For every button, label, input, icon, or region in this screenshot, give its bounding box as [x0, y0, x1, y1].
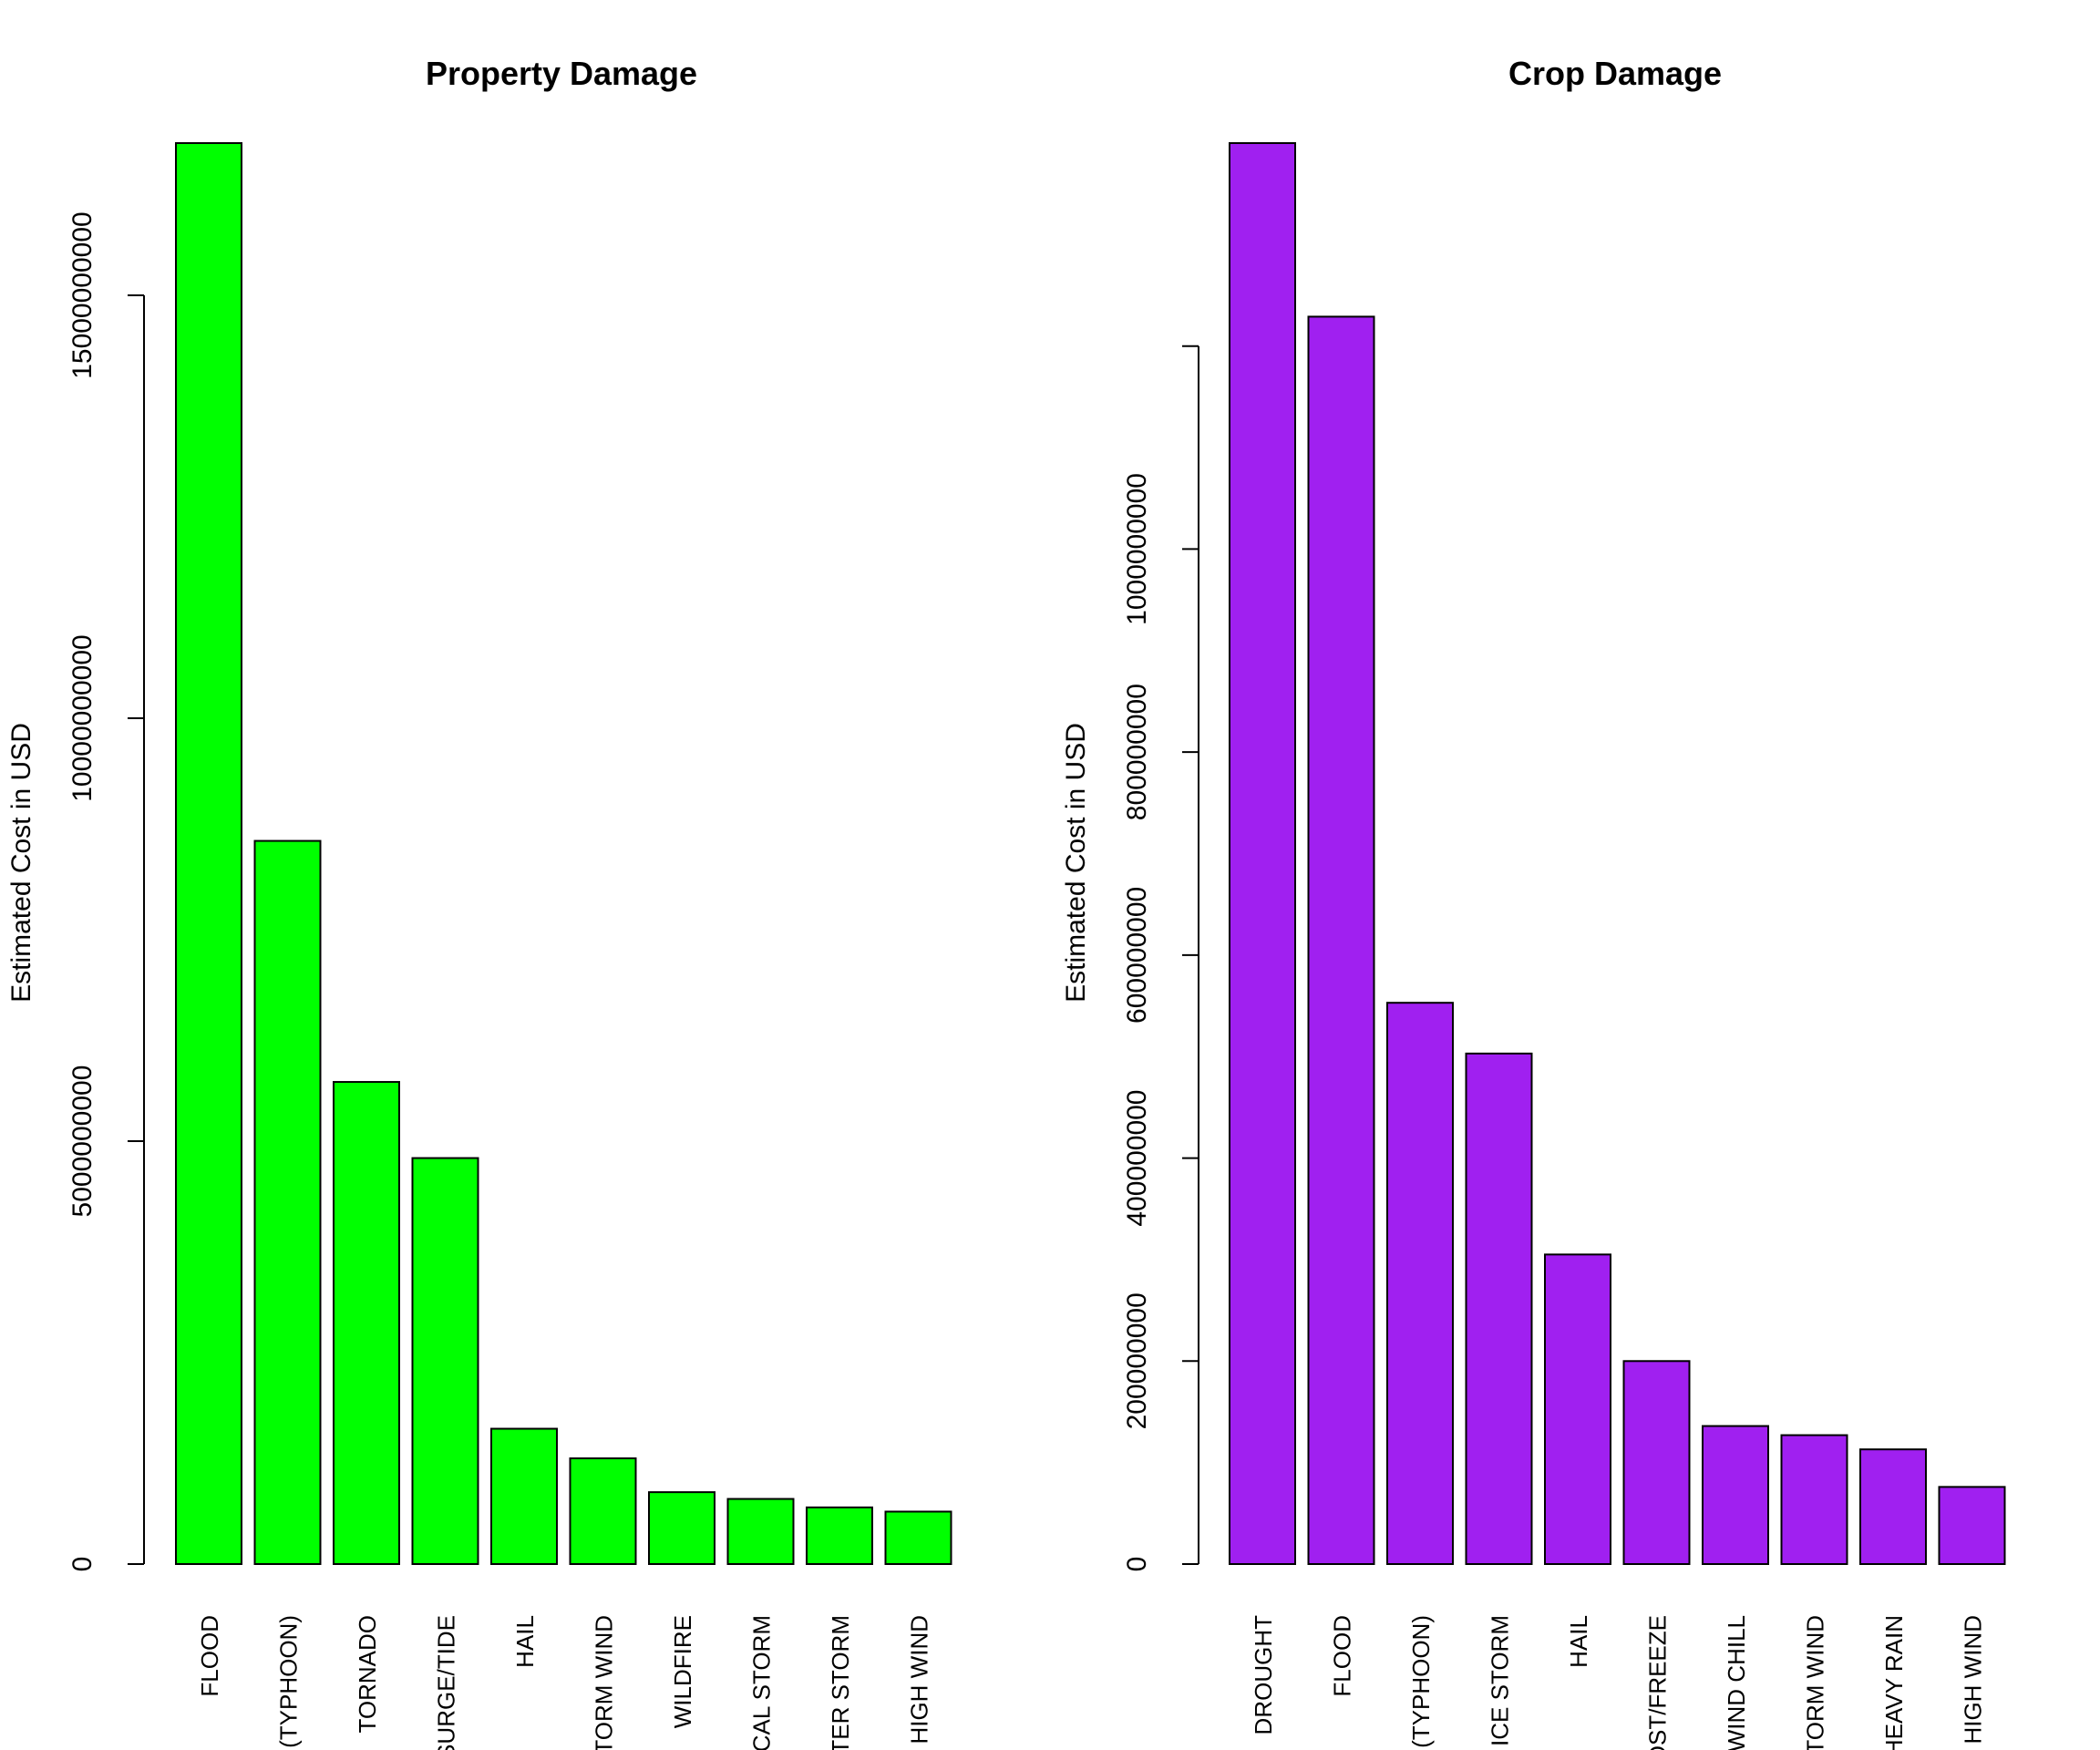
bar-pical-storm: [726, 1498, 795, 1565]
bar-hail: [490, 1427, 558, 1565]
y-axis-label: Estimated Cost in USD: [1061, 723, 1091, 1003]
category-label-tornado: TORNADO: [354, 1615, 381, 1734]
y-tick-label: 400000000: [1122, 1089, 1152, 1226]
y-tick-label: 5000000000: [67, 1065, 98, 1218]
bar-d-wind-chill: [1702, 1425, 1769, 1566]
bar-nter-storm: [806, 1506, 873, 1565]
y-tick-label: 800000000: [1122, 684, 1152, 820]
bar-storm-wind: [569, 1457, 637, 1565]
category-label-hail: HAIL: [1565, 1615, 1592, 1668]
category-label-heavy-rain: HEAVY RAIN: [1880, 1615, 1908, 1750]
bar-flood: [1307, 315, 1375, 1566]
bar-tornado: [333, 1081, 400, 1565]
bar-e-typhoon: [253, 839, 322, 1565]
bar-drought: [1229, 142, 1296, 1565]
category-label-e-typhoon: E (TYPHOON): [275, 1615, 303, 1750]
y-tick-label: 10000000000: [67, 634, 98, 802]
category-label-pical-storm: PICAL STORM: [748, 1615, 776, 1750]
bar-flood: [175, 142, 242, 1565]
y-tick-label: 0: [1122, 1557, 1152, 1572]
bar-rost-freeze: [1622, 1360, 1691, 1566]
y-tick-label: 0: [67, 1557, 98, 1572]
category-label-nter-storm: NTER STORM: [827, 1615, 854, 1750]
bar-storm-wind: [1780, 1434, 1848, 1565]
category-label-d-wind-chill: D/WIND CHILL: [1723, 1615, 1750, 1750]
y-axis-label: Estimated Cost in USD: [6, 723, 36, 1003]
category-label-storm-wind: STORM WIND: [591, 1615, 618, 1750]
bar-ice-storm: [1465, 1052, 1533, 1565]
bar-hail: [1544, 1253, 1611, 1565]
bar-heavy-rain: [1859, 1448, 1927, 1565]
category-label-e-typhoon: E (TYPHOON): [1407, 1615, 1435, 1750]
property-damage-panel: Property Damage Estimated Cost in USD 0 500…: [6, 55, 952, 1750]
category-label-ice-storm: ICE STORM: [1487, 1615, 1514, 1746]
category-label-flood: FLOOD: [196, 1615, 223, 1697]
bar-i-surge-tide: [411, 1157, 479, 1565]
category-label-high-wind: HIGH WIND: [1960, 1615, 1987, 1745]
chart-title: Crop Damage: [1508, 55, 1722, 92]
category-label-drought: DROUGHT: [1250, 1615, 1277, 1735]
bar-high-wind: [884, 1510, 952, 1565]
y-tick-label: 1000000000: [1122, 473, 1152, 625]
y-tick-label: 15000000000: [67, 211, 98, 379]
category-label-high-wind: HIGH WIND: [906, 1615, 933, 1745]
bar-e-typhoon: [1386, 1002, 1454, 1565]
category-label-wildfire: WILDFIRE: [669, 1615, 696, 1728]
category-label-flood: FLOOD: [1329, 1615, 1356, 1697]
category-label-storm-wind: STORM WIND: [1802, 1615, 1829, 1750]
category-label-i-surge-tide: I SURGE/TIDE: [433, 1615, 460, 1750]
crop-damage-panel: Crop Damage Estimated Cost in USD 0 2000000…: [1061, 55, 2006, 1750]
y-tick-label: 600000000: [1122, 887, 1152, 1024]
category-label-rost-freeze: ROST/FREEZE: [1644, 1615, 1672, 1750]
bar-wildfire: [648, 1491, 715, 1566]
y-tick-label: 200000000: [1122, 1292, 1152, 1429]
bar-high-wind: [1938, 1486, 2006, 1565]
category-label-hail: HAIL: [511, 1615, 539, 1668]
chart-title: Property Damage: [426, 55, 697, 92]
